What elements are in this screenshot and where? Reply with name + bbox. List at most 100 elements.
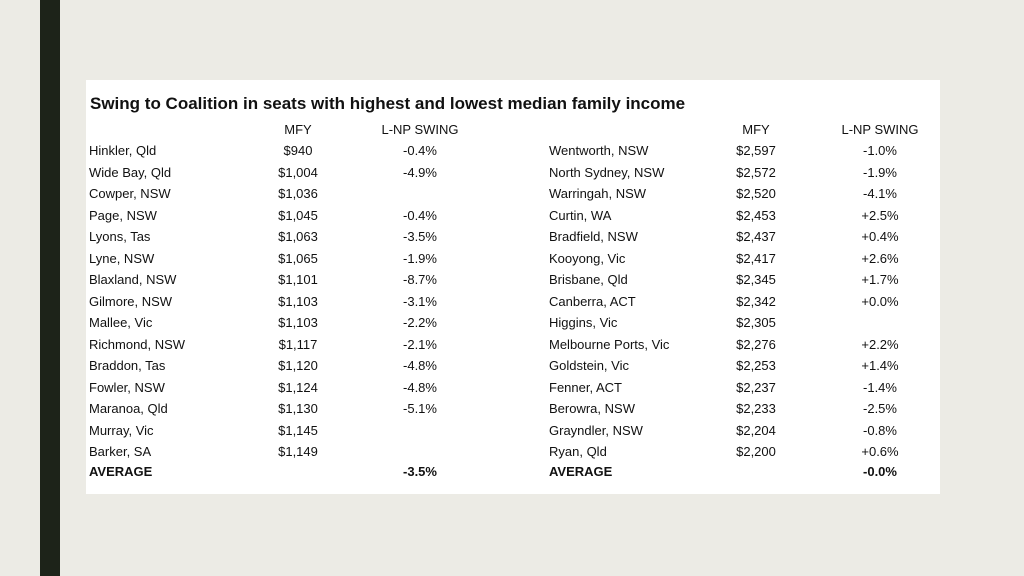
- right-seat-swing: +0.4%: [861, 229, 899, 244]
- right-seat-mfy: $2,204: [736, 422, 776, 438]
- right-average-swing: -0.0%: [863, 464, 897, 479]
- right-seat-name: Grayndler, NSW: [549, 422, 643, 438]
- right-swing-header: L-NP SWING: [841, 122, 919, 137]
- left-seat-mfy: $1,103: [278, 315, 318, 330]
- right-seat-mfy: $2,417: [736, 250, 776, 266]
- left-seat-name: Hinkler, Qld: [89, 143, 157, 158]
- table-title: Swing to Coalition in seats with highest…: [90, 94, 686, 113]
- left-seat-name: Richmond, NSW: [89, 336, 186, 352]
- left-seat-name: Blaxland, NSW: [89, 272, 177, 287]
- left-seat-mfy: $1,130: [278, 401, 318, 416]
- left-seat-name: Mallee, Vic: [89, 315, 153, 330]
- left-average-swing: -3.5%: [403, 464, 437, 479]
- right-seat-name: Higgins, Vic: [549, 315, 618, 330]
- left-seat-swing: -4.9%: [403, 164, 437, 180]
- left-seat-swing: -5.1%: [403, 401, 437, 416]
- left-seat-mfy: $1,036: [278, 186, 318, 201]
- right-seat-swing: -4.1%: [863, 186, 897, 201]
- right-seat-swing: +2.6%: [861, 250, 899, 266]
- left-seat-mfy: $1,045: [278, 207, 318, 223]
- right-seat-name: Brisbane, Qld: [549, 272, 628, 287]
- left-seat-mfy: $1,103: [278, 293, 318, 309]
- right-average-label: AVERAGE: [549, 464, 613, 479]
- left-seat-mfy: $1,149: [278, 444, 318, 459]
- right-seat-mfy: $2,237: [736, 379, 776, 395]
- left-swing-header: L-NP SWING: [381, 122, 459, 137]
- right-seat-swing: +1.7%: [861, 272, 899, 287]
- right-seat-swing: +0.0%: [861, 293, 899, 309]
- right-seat-name: Fenner, ACT: [549, 379, 622, 395]
- right-seat-name: Ryan, Qld: [549, 444, 607, 459]
- left-seat-name: Maranoa, Qld: [89, 401, 168, 416]
- left-seat-mfy: $940: [283, 143, 313, 158]
- left-seat-name: Fowler, NSW: [89, 379, 165, 395]
- right-seat-mfy: $2,597: [736, 143, 776, 158]
- left-seat-swing: -0.4%: [403, 207, 437, 223]
- left-seat-mfy: $1,065: [278, 250, 318, 266]
- left-seat-swing: [370, 183, 470, 204]
- left-seat-swing: [370, 420, 470, 441]
- income-swing-table: Swing to Coalition in seats with highest…: [86, 80, 940, 494]
- left-seat-name: Murray, Vic: [89, 422, 154, 438]
- right-seat-swing: -1.0%: [863, 143, 897, 158]
- left-seat-mfy: $1,101: [278, 272, 318, 287]
- left-seat-swing: -4.8%: [403, 358, 437, 373]
- right-seat-name: Goldstein, Vic: [549, 358, 629, 373]
- right-seat-name: Kooyong, Vic: [549, 250, 626, 266]
- right-seat-mfy: $2,342: [736, 293, 776, 309]
- left-seat-swing: [370, 441, 470, 462]
- right-seat-mfy: $2,276: [736, 336, 776, 352]
- left-seat-swing: -2.1%: [403, 336, 437, 352]
- left-seat-swing: -2.2%: [403, 315, 437, 330]
- right-seat-mfy: $2,520: [736, 186, 776, 201]
- right-seat-name: Canberra, ACT: [549, 293, 636, 309]
- left-seat-name: Page, NSW: [89, 207, 157, 223]
- left-seat-mfy: $1,117: [278, 336, 318, 352]
- right-seat-name: Curtin, WA: [549, 207, 612, 223]
- right-seat-swing: -1.9%: [863, 164, 897, 180]
- left-seat-name: Braddon, Tas: [89, 358, 166, 373]
- right-seat-mfy: $2,437: [736, 229, 776, 244]
- slide-accent-bar: [40, 0, 60, 576]
- right-seat-mfy: $2,572: [736, 164, 776, 180]
- right-seat-swing: [830, 312, 930, 333]
- right-seat-name: Wentworth, NSW: [549, 143, 649, 158]
- left-seat-swing: -1.9%: [403, 250, 437, 266]
- right-seat-name: Melbourne Ports, Vic: [549, 336, 670, 352]
- right-seat-swing: -2.5%: [863, 401, 897, 416]
- right-seat-mfy: $2,233: [736, 401, 776, 416]
- left-seat-swing: -8.7%: [403, 272, 437, 287]
- right-seat-name: North Sydney, NSW: [549, 164, 665, 180]
- left-seat-swing: -3.5%: [403, 229, 437, 244]
- right-seat-mfy: $2,305: [736, 315, 776, 330]
- right-seat-mfy: $2,453: [736, 207, 776, 223]
- right-seat-swing: +0.6%: [861, 444, 899, 459]
- left-seat-mfy: $1,120: [278, 358, 318, 373]
- right-seat-swing: +2.5%: [861, 207, 899, 223]
- right-seat-name: Berowra, NSW: [549, 401, 635, 416]
- right-seat-swing: -1.4%: [863, 379, 897, 395]
- left-seat-swing: -4.8%: [403, 379, 437, 395]
- right-seat-mfy: $2,345: [736, 272, 776, 287]
- left-seat-mfy: $1,124: [278, 379, 318, 395]
- left-seat-swing: -3.1%: [403, 293, 437, 309]
- left-seat-name: Cowper, NSW: [89, 186, 171, 201]
- right-mfy-header: MFY: [742, 122, 770, 137]
- right-seat-name: Bradfield, NSW: [549, 229, 638, 244]
- right-seat-mfy: $2,253: [736, 358, 776, 373]
- right-seat-swing: +2.2%: [861, 336, 899, 352]
- left-seat-mfy: $1,063: [278, 229, 318, 244]
- left-seat-swing: -0.4%: [403, 143, 437, 158]
- left-seat-name: Lyons, Tas: [89, 229, 151, 244]
- left-mfy-header: MFY: [284, 122, 312, 137]
- left-seat-name: Gilmore, NSW: [89, 293, 173, 309]
- left-seat-name: Lyne, NSW: [89, 250, 155, 266]
- left-seat-name: Barker, SA: [89, 444, 152, 459]
- left-seat-mfy: $1,145: [278, 422, 318, 438]
- right-seat-name: Warringah, NSW: [549, 186, 647, 201]
- right-seat-mfy: $2,200: [736, 444, 776, 459]
- left-seat-mfy: $1,004: [278, 164, 318, 180]
- right-seat-swing: +1.4%: [861, 358, 899, 373]
- left-seat-name: Wide Bay, Qld: [89, 164, 172, 180]
- left-average-label: AVERAGE: [89, 464, 153, 479]
